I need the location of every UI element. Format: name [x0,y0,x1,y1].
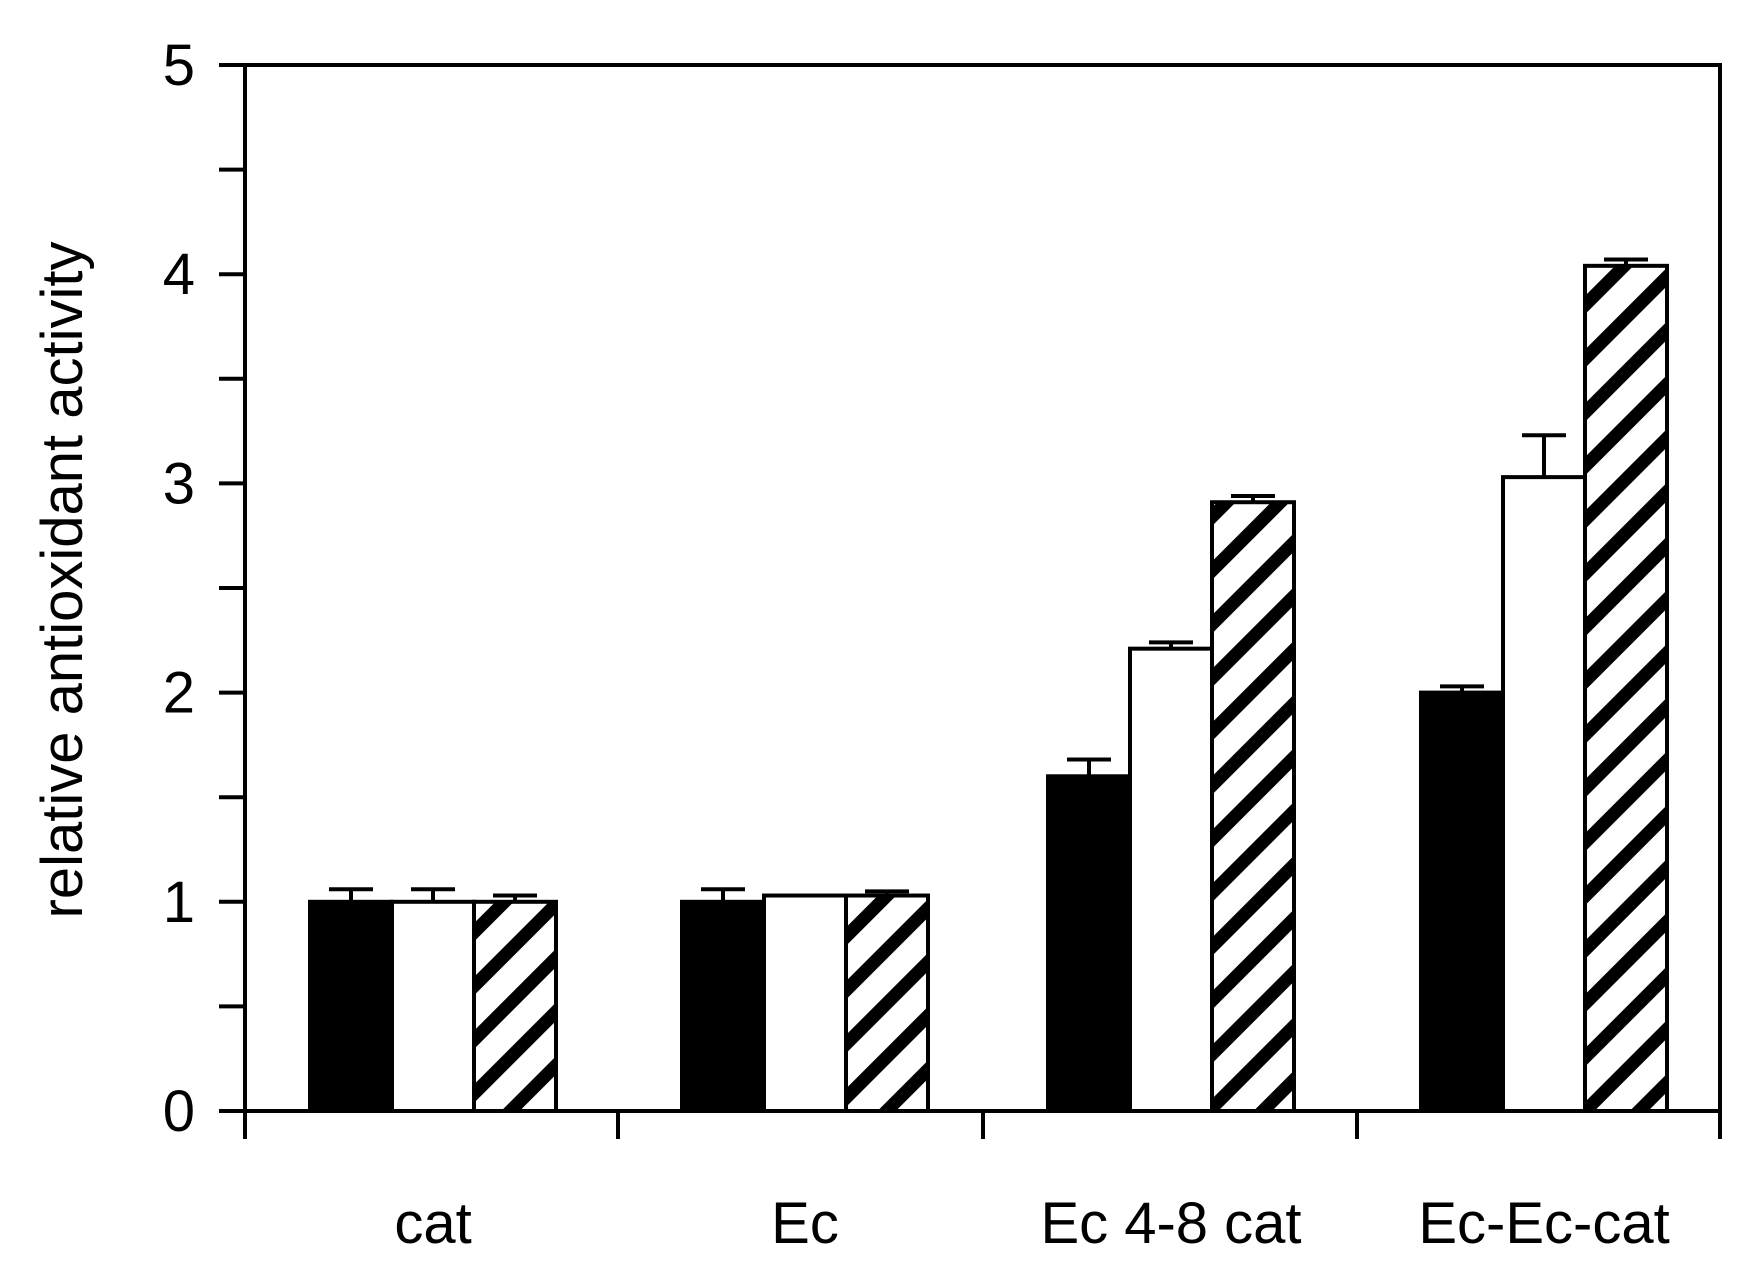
bar [308,899,394,1113]
y-tick-label: 3 [163,451,195,516]
x-tick-label: Ec 4-8 cat [1040,1191,1301,1256]
x-tick-label: Ec [771,1191,839,1256]
bar [1419,690,1505,1113]
y-tick-label: 5 [163,33,195,98]
y-tick-label: 0 [163,1079,195,1144]
bar [1046,774,1132,1114]
bar [1128,646,1214,1114]
bar [390,899,476,1113]
bar [1210,500,1296,1113]
bar [680,899,766,1113]
bar [762,893,848,1113]
error-bars-layer [329,257,1648,902]
bar [1583,263,1669,1114]
y-tick-label: 1 [163,870,195,935]
x-tick-label: Ec-Ec-cat [1418,1191,1669,1256]
x-tick-label: cat [394,1191,471,1256]
y-tick-label: 4 [163,242,195,307]
bars-layer [308,263,1669,1114]
bar [1501,475,1587,1113]
bar [844,893,930,1113]
bar [472,899,558,1113]
axes: 0 1 2 3 4 5 cat Ec Ec 4-8 cat Ec-Ec-cat [163,33,1722,1256]
y-tick-label: 2 [163,661,195,726]
y-axis-label: relative antioxidant activity [30,242,95,919]
